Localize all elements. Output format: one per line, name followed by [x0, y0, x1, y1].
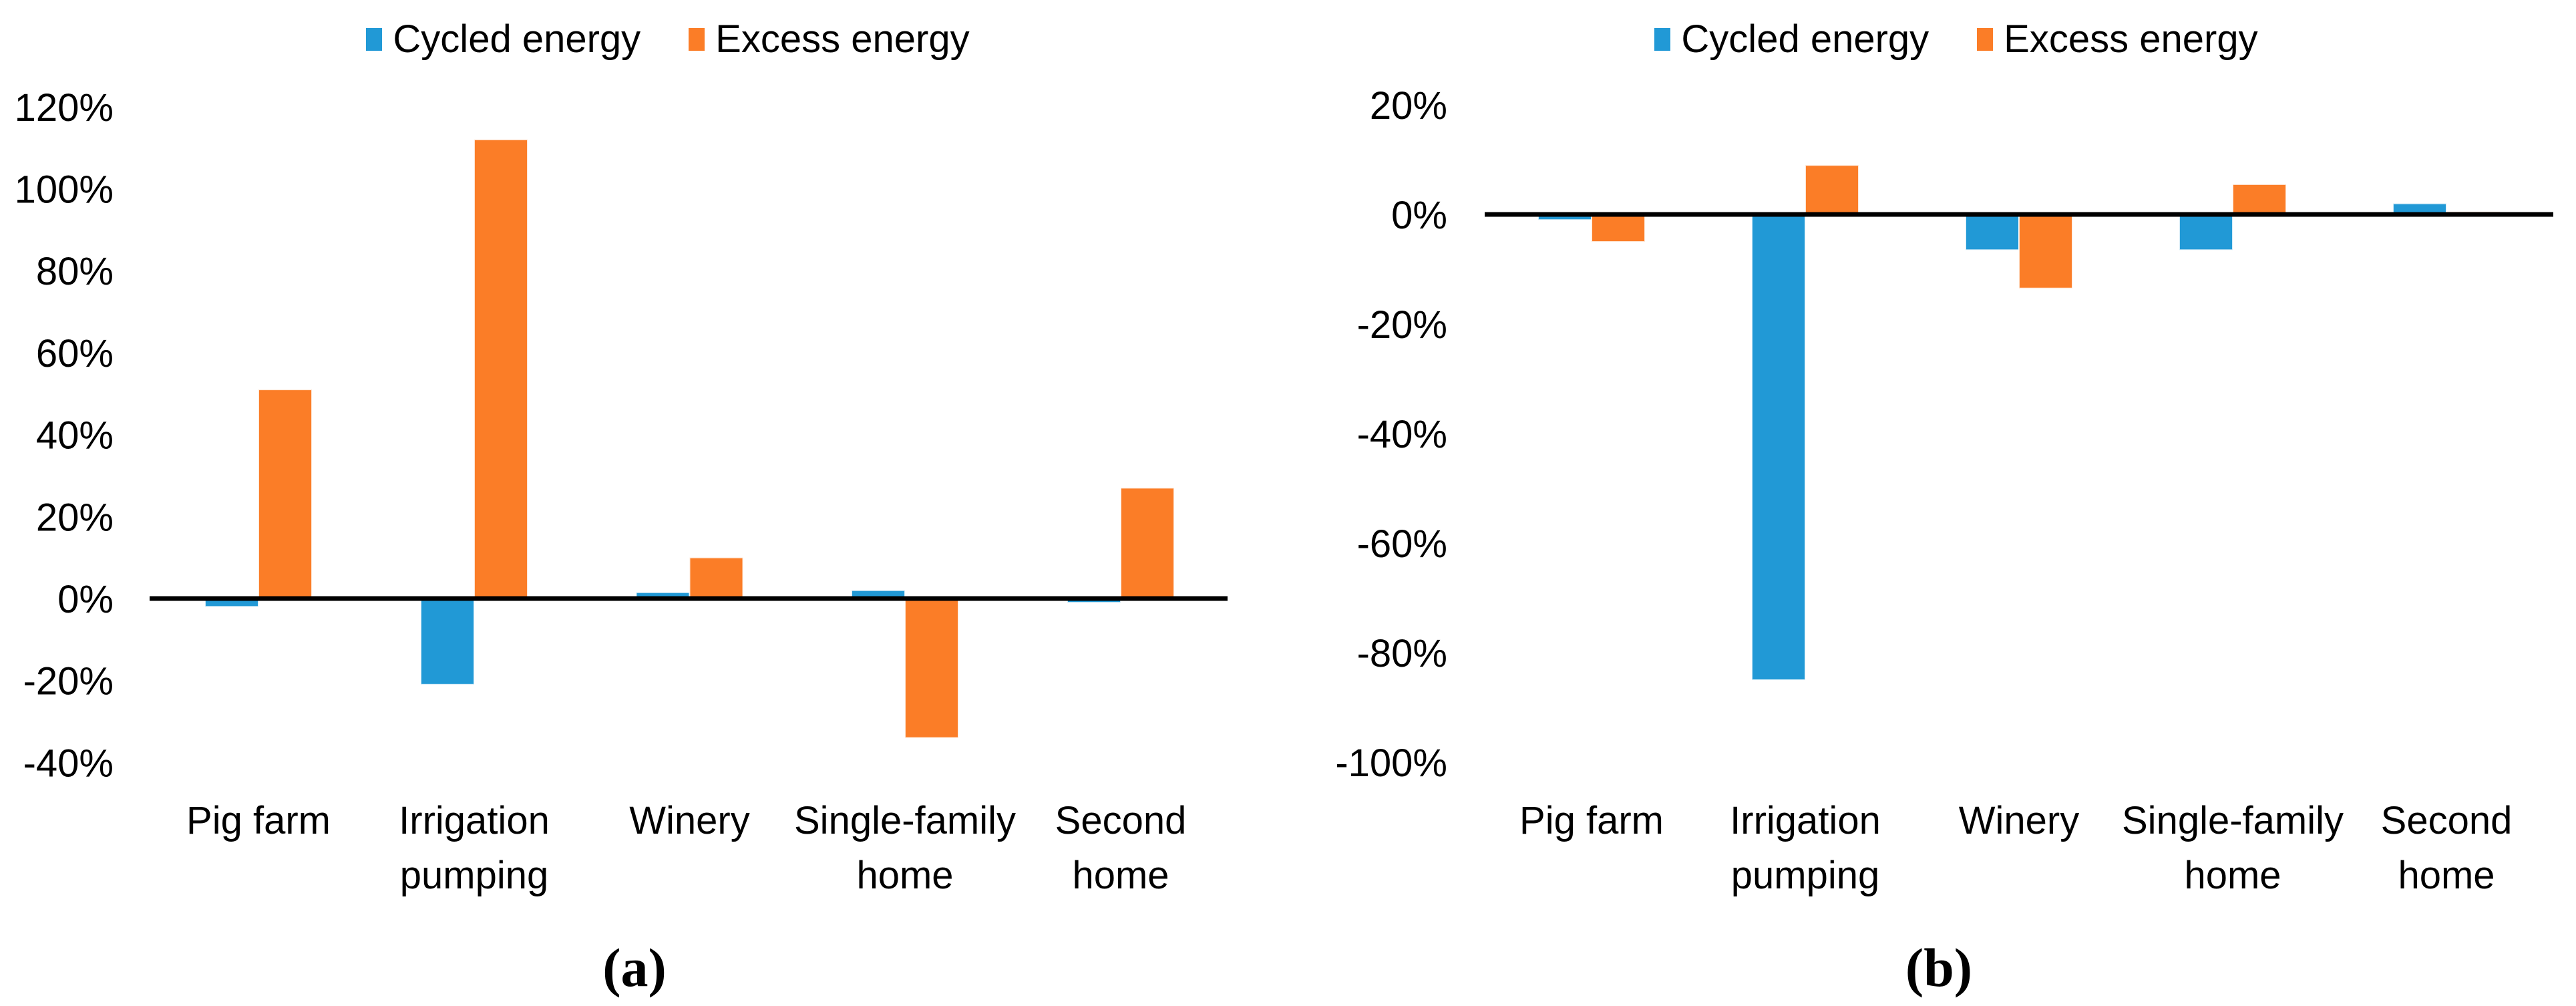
y-tick-label-40: -40%	[23, 741, 114, 785]
y-tick-label-20: 20%	[1370, 84, 1447, 128]
legend-swatch-cycled-energy	[366, 28, 383, 51]
bar-excess-energy-pig-farm	[258, 389, 313, 599]
caption-a: (a)	[602, 937, 667, 998]
y-tick-label-80: -80%	[1357, 632, 1447, 675]
legend-swatch-cycled-energy	[1654, 28, 1671, 51]
y-tick-label-100: -100%	[1335, 741, 1447, 785]
category-label-second-home: Second home	[1055, 799, 1187, 897]
y-tick-label-0: 0%	[1391, 194, 1447, 237]
category-label-winery: Winery	[1959, 799, 2079, 842]
category-label-winery: Winery	[629, 799, 749, 842]
bar-excess-energy-second-home	[1120, 487, 1175, 599]
bar-excess-energy-pig-farm	[1591, 214, 1646, 242]
bar-cycled-energy-irrigation-pumping	[1751, 214, 1806, 681]
y-tick-label-20: -20%	[1357, 303, 1447, 347]
legend-label-excess-energy: Excess energy	[715, 17, 970, 61]
category-label-second-home: Second home	[2381, 799, 2513, 897]
category-label-single-family-home: Single-family home	[794, 799, 1016, 897]
caption-b: (b)	[1905, 937, 1973, 998]
y-tick-label-0: 0%	[57, 578, 114, 621]
y-tick-label-100: 100%	[15, 168, 114, 212]
bar-excess-energy-single-family-home	[2232, 183, 2287, 215]
legend-item-cycled-energy: Cycled energy	[366, 20, 640, 59]
y-tick-label-40: -40%	[1357, 413, 1447, 456]
y-tick-label-120: 120%	[15, 86, 114, 130]
category-label-pig-farm: Pig farm	[1519, 799, 1664, 842]
bar-excess-energy-single-family-home	[904, 598, 959, 739]
x-axis-line	[150, 596, 1228, 601]
bar-excess-energy-winery	[2018, 214, 2073, 289]
bar-cycled-energy-single-family-home	[2179, 214, 2233, 251]
panel-a: Cycled energy Excess energy 120% 100% 80% 6…	[15, 20, 1228, 998]
bar-excess-energy-irrigation-pumping	[474, 138, 528, 599]
bar-excess-energy-winery	[689, 556, 744, 600]
category-label-irrigation-pumping: Irrigation pumping	[399, 799, 550, 897]
legend-swatch-excess-energy	[1977, 28, 1994, 51]
legend-a: Cycled energy Excess energy	[24, 11, 1312, 68]
y-tick-label-80: 80%	[36, 250, 114, 293]
y-tick-label-20: 20%	[36, 496, 114, 539]
legend-item-excess-energy: Excess energy	[1977, 17, 2258, 61]
bar-cycled-energy-irrigation-pumping	[420, 598, 475, 685]
x-axis-line	[1485, 212, 2553, 217]
legend-b: Cycled energy Excess energy	[1312, 11, 2576, 68]
category-label-irrigation-pumping: Irrigation pumping	[1730, 799, 1881, 897]
bar-chart-b: 20% 0% -20% -40% -60% -80% -100% Pig farm Irriga…	[1335, 84, 2553, 897]
legend-item-excess-energy: Excess energy	[689, 17, 970, 61]
legend-label-excess-energy: Excess energy	[2004, 17, 2258, 61]
y-tick-label-20: -20%	[23, 660, 114, 703]
bar-chart-a: 120% 100% 80% 60% 40% 20% 0% -20% -40% Pig farm Ir…	[15, 86, 1228, 897]
y-tick-label-60: -60%	[1357, 522, 1447, 566]
legend-label-cycled-energy: Cycled energy	[1681, 17, 1929, 61]
category-label-pig-farm: Pig farm	[186, 799, 331, 842]
panel-b: Cycled energy Excess energy 20% 0% -20% -40…	[1288, 0, 2576, 1006]
bar-excess-energy-irrigation-pumping	[1805, 164, 1859, 215]
legend-swatch-excess-energy	[689, 28, 705, 51]
y-tick-label-40: 40%	[36, 414, 114, 458]
legend-item-cycled-energy: Cycled energy	[1654, 20, 1929, 59]
bar-cycled-energy-winery	[1965, 214, 2020, 251]
legend-label-cycled-energy: Cycled energy	[393, 17, 641, 61]
category-label-single-family-home: Single-family home	[2122, 799, 2344, 897]
y-tick-label-60: 60%	[36, 332, 114, 375]
